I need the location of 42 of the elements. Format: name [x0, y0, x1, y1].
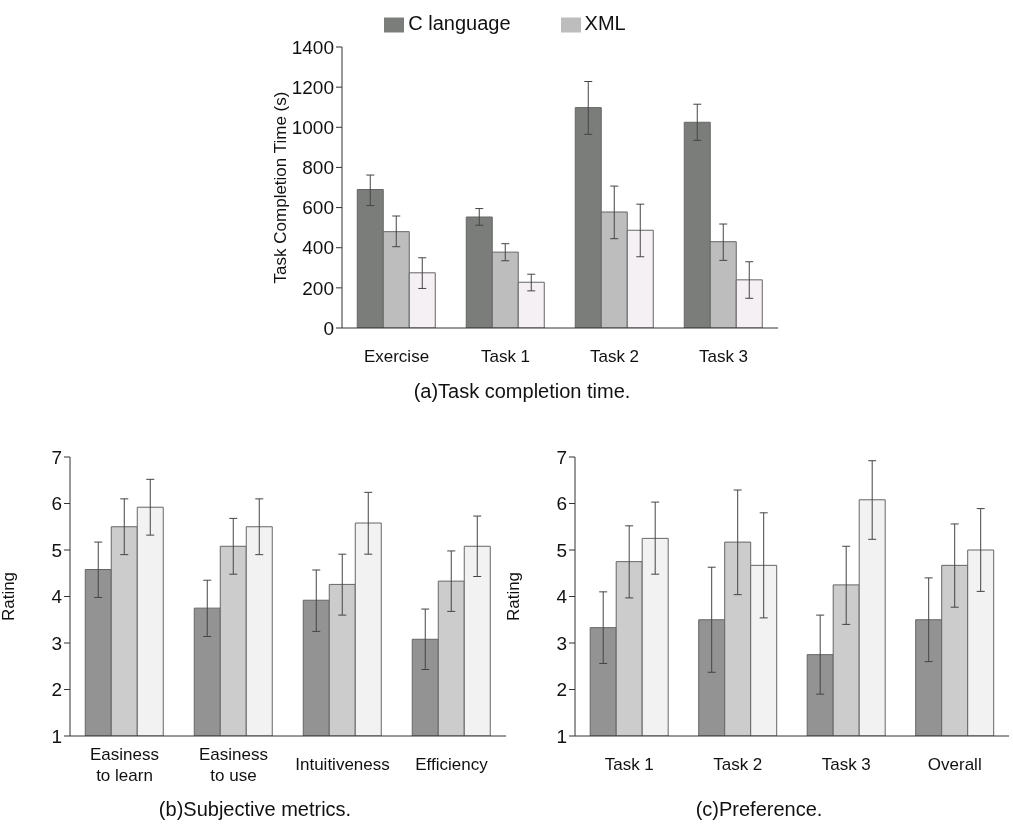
y-tick-label: 1 [556, 725, 567, 747]
y-axis-title: Rating [0, 571, 19, 622]
x-tick-label: Task 2 [713, 755, 763, 774]
y-tick-label: 800 [302, 157, 334, 179]
y-tick-label: 1000 [291, 117, 334, 139]
y-tick-label: 200 [302, 277, 334, 299]
y-tick-label: 1200 [291, 76, 334, 98]
x-tick-label: Task 1 [604, 755, 654, 774]
x-tick-label: Task 1 [480, 347, 531, 366]
y-tick-label: 600 [302, 197, 334, 219]
y-tick-label: 1 [51, 725, 62, 747]
x-tick-label: Efficiency [415, 755, 489, 774]
y-tick-label: 5 [556, 539, 567, 561]
y-tick-label: 400 [302, 237, 334, 259]
y-axis-title: Task Completion Time (s) [271, 91, 291, 284]
text: (a)Task completion time. [412, 380, 632, 403]
y-tick-label: 7 [51, 446, 62, 468]
text: (b)Subjective metrics. [157, 798, 353, 821]
x-tick-label: Overall [927, 755, 982, 774]
text: (c)Preference. [694, 798, 824, 821]
x-tick-label: Easiness to learn [90, 745, 159, 785]
x-tick-label: Task 2 [589, 347, 640, 366]
x-tick-label: Exercise [363, 347, 430, 366]
y-tick-label: 1400 [291, 36, 334, 58]
y-tick-label: 0 [323, 317, 334, 339]
y-tick-label: 2 [556, 679, 567, 701]
y-tick-label: 4 [556, 586, 568, 608]
y-tick-label: 2 [51, 679, 62, 701]
y-tick-label: 6 [51, 493, 62, 515]
y-tick-label: 7 [556, 446, 567, 468]
x-tick-label: Intuitiveness [295, 755, 390, 774]
x-tick-label: Task 3 [698, 347, 749, 366]
x-tick-label: Task 3 [821, 755, 871, 774]
legend-label: XML [584, 12, 626, 34]
x-tick-label: Easiness to use [199, 745, 268, 785]
legend-label: C language [408, 12, 511, 34]
y-tick-label: 4 [51, 586, 63, 608]
y-tick-label: 5 [51, 539, 62, 561]
y-tick-label: 3 [556, 632, 567, 654]
y-tick-label: 3 [51, 632, 62, 654]
y-axis-title: Rating [504, 571, 524, 622]
y-tick-label: 6 [556, 493, 567, 515]
